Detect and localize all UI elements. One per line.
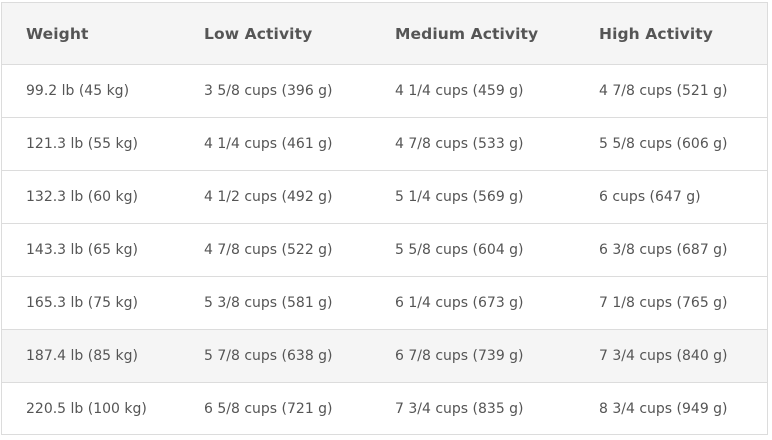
header-medium-activity: Medium Activity — [371, 3, 575, 65]
feeding-guide-table: Weight Low Activity Medium Activity High… — [2, 3, 767, 435]
table-row: 165.3 lb (75 kg) 5 3/8 cups (581 g) 6 1/… — [2, 276, 767, 330]
cell-high-activity: 8 3/4 cups (949 g) — [599, 401, 728, 417]
header-low-activity: Low Activity — [180, 3, 371, 65]
cell-low-activity: 4 1/2 cups (492 g) — [180, 170, 371, 224]
cell-weight: 143.3 lb (65 kg) — [2, 223, 180, 277]
header-high-activity: High Activity — [575, 3, 767, 65]
cell-medium-activity: 7 3/4 cups (835 g) — [395, 401, 524, 417]
cell-weight: 121.3 lb (55 kg) — [2, 117, 180, 171]
table-row: 143.3 lb (65 kg) 4 7/8 cups (522 g) 5 5/… — [2, 223, 767, 277]
cell-low-activity: 3 5/8 cups (396 g) — [180, 64, 371, 118]
cell-high-activity: 7 1/8 cups (765 g) — [575, 276, 767, 330]
header-row: Weight Low Activity Medium Activity High… — [2, 3, 767, 65]
cell-low-activity: 6 5/8 cups (721 g) — [204, 401, 333, 417]
cell-high-activity: 4 7/8 cups (521 g) — [575, 64, 767, 118]
table-row: 99.2 lb (45 kg) 3 5/8 cups (396 g) 4 1/4… — [2, 64, 767, 118]
cell-weight: 165.3 lb (75 kg) — [2, 276, 180, 330]
cell-medium-activity: 5 1/4 cups (569 g) — [371, 170, 575, 224]
cell-low-activity: 5 7/8 cups (638 g) — [180, 329, 371, 383]
table-row: 121.3 lb (55 kg) 4 1/4 cups (461 g) 4 7/… — [2, 117, 767, 171]
feeding-guide-table-container: Weight Low Activity Medium Activity High… — [1, 2, 768, 435]
header-weight: Weight — [2, 3, 180, 65]
cell-medium-activity: 6 7/8 cups (739 g) — [371, 329, 575, 383]
cell-weight: 220.5 lb (100 kg) — [26, 401, 147, 417]
cell-high-activity: 5 5/8 cups (606 g) — [575, 117, 767, 171]
table-row: 132.3 lb (60 kg) 4 1/2 cups (492 g) 5 1/… — [2, 170, 767, 224]
table-row: 187.4 lb (85 kg) 5 7/8 cups (638 g) 6 7/… — [2, 329, 767, 383]
cell-weight: 99.2 lb (45 kg) — [2, 64, 180, 118]
cell-high-activity: 6 cups (647 g) — [575, 170, 767, 224]
cell-low-activity: 4 7/8 cups (522 g) — [180, 223, 371, 277]
cell-weight: 132.3 lb (60 kg) — [2, 170, 180, 224]
cell-low-activity: 4 1/4 cups (461 g) — [180, 117, 371, 171]
table-row: 220.5 lb (100 kg) 6 5/8 cups (721 g) 7 3… — [2, 383, 767, 436]
cell-weight: 187.4 lb (85 kg) — [2, 329, 180, 383]
cell-medium-activity: 4 7/8 cups (533 g) — [371, 117, 575, 171]
cell-medium-activity: 6 1/4 cups (673 g) — [371, 276, 575, 330]
cell-high-activity: 6 3/8 cups (687 g) — [575, 223, 767, 277]
cell-medium-activity: 5 5/8 cups (604 g) — [371, 223, 575, 277]
cell-low-activity: 5 3/8 cups (581 g) — [180, 276, 371, 330]
cell-medium-activity: 4 1/4 cups (459 g) — [371, 64, 575, 118]
cell-high-activity: 7 3/4 cups (840 g) — [575, 329, 767, 383]
